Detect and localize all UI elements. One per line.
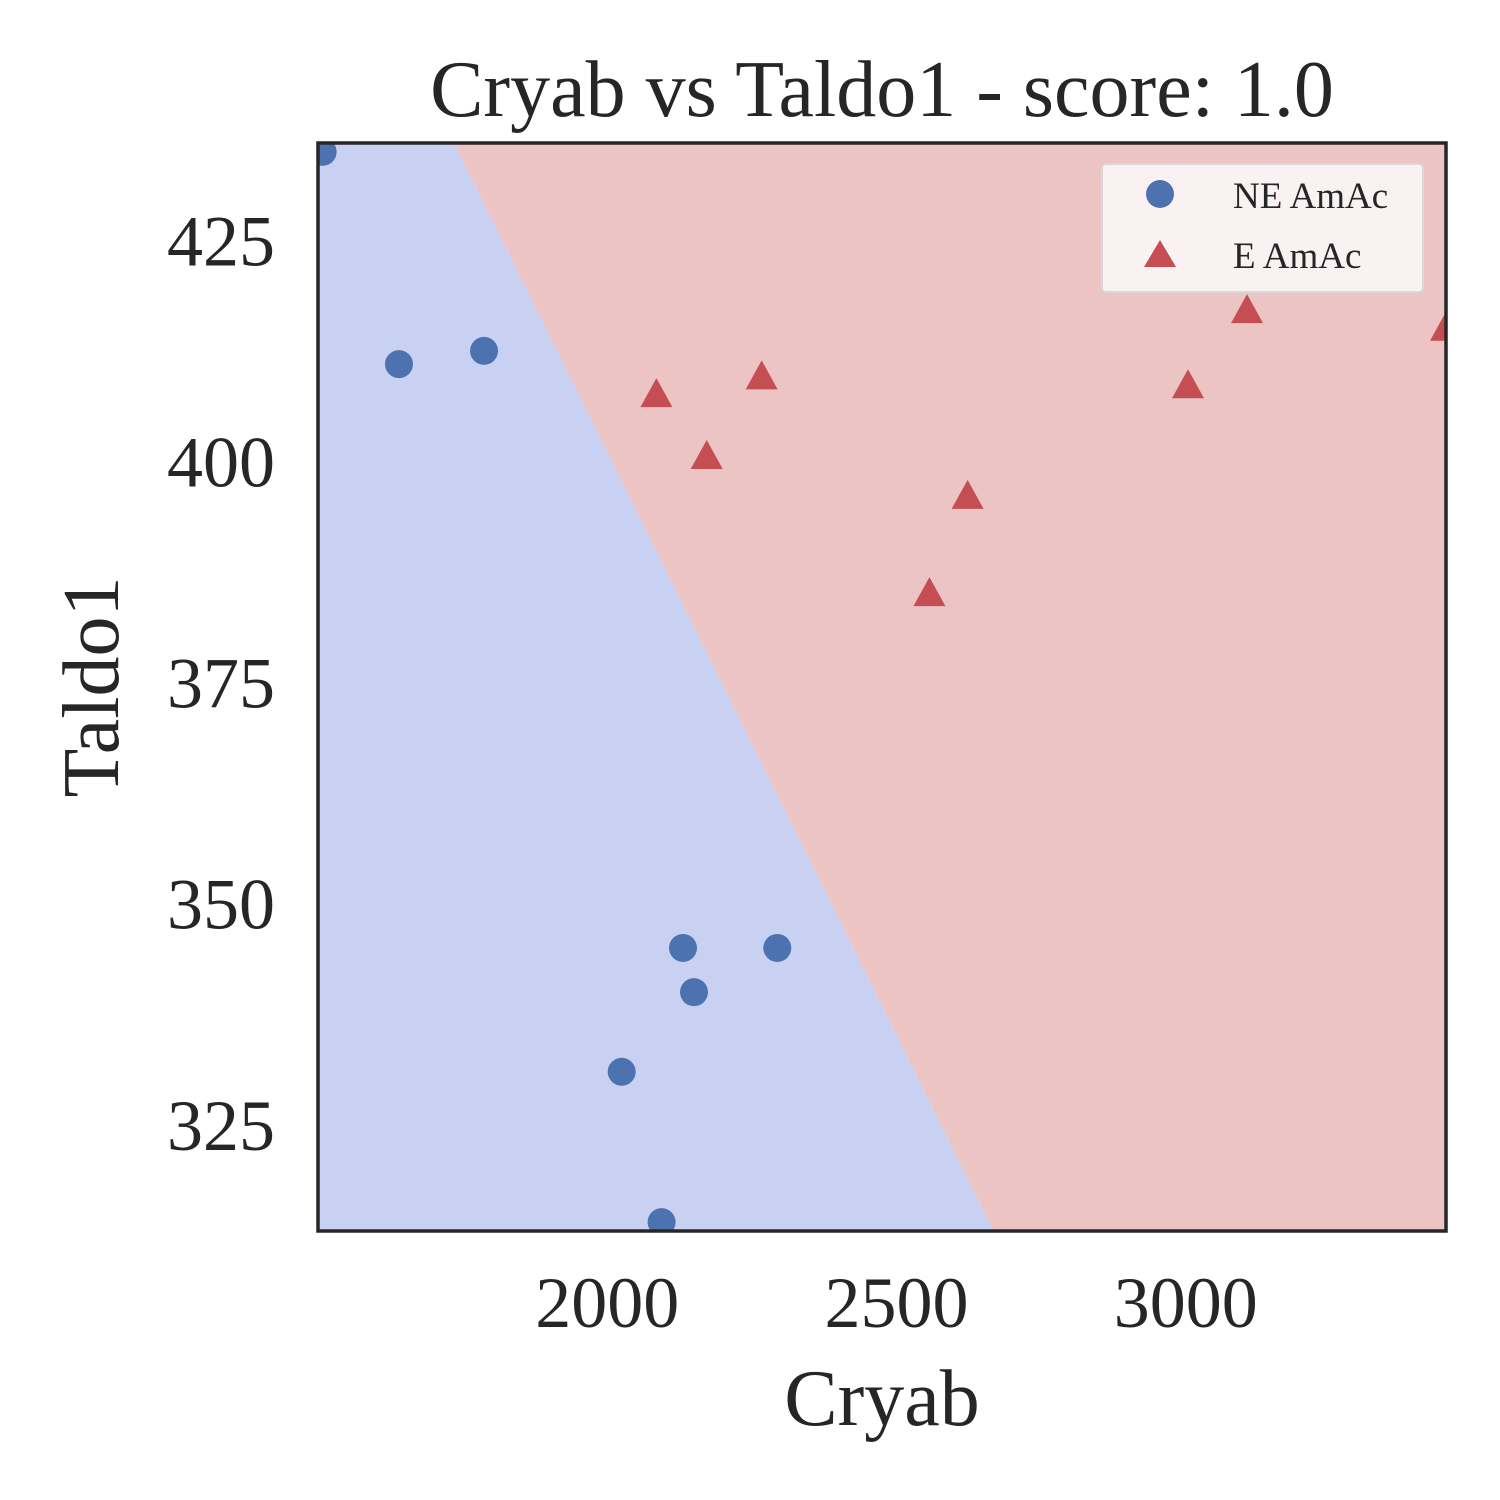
y-axis-ticks: 325 350 375 400 425 xyxy=(167,201,275,1166)
decision-regions xyxy=(318,143,1446,1231)
y-axis-label: Taldo1 xyxy=(48,576,136,797)
legend: NE AmAc E AmAc xyxy=(1101,163,1424,293)
point-ne-amac-6 xyxy=(680,978,708,1007)
point-ne-amac-0 xyxy=(318,143,337,166)
region-ne-amac xyxy=(318,143,994,1231)
point-ne-amac-2 xyxy=(470,336,499,365)
chart-title: Cryab vs Taldo1 - score: 1.0 xyxy=(430,46,1334,134)
point-ne-amac-3 xyxy=(607,1057,636,1086)
plot-frame xyxy=(316,141,1448,1233)
y-tick-label: 325 xyxy=(167,1086,275,1166)
legend-marker-ne-amac xyxy=(1146,180,1174,208)
y-tick-label: 350 xyxy=(167,865,275,945)
point-e-amac-7 xyxy=(1430,311,1446,341)
point-ne-amac-7 xyxy=(763,933,792,962)
legend-label-ne-amac: NE AmAc xyxy=(1233,176,1388,217)
point-e-amac-2 xyxy=(745,360,778,390)
scatter-points xyxy=(318,143,1446,1231)
legend-label-e-amac: E AmAc xyxy=(1233,236,1361,277)
x-tick-label: 2000 xyxy=(535,1263,679,1343)
point-e-amac-4 xyxy=(951,479,984,509)
point-ne-amac-1 xyxy=(384,350,413,379)
point-e-amac-6 xyxy=(1231,294,1264,324)
y-tick-label: 375 xyxy=(167,644,275,724)
legend-box xyxy=(1101,163,1424,293)
x-tick-label: 3000 xyxy=(1114,1263,1258,1343)
point-e-amac-3 xyxy=(913,577,946,607)
point-ne-amac-5 xyxy=(669,933,698,962)
point-e-amac-5 xyxy=(1172,369,1205,399)
point-e-amac-1 xyxy=(690,440,723,470)
point-ne-amac-4 xyxy=(647,1208,676,1231)
x-axis-label: Cryab xyxy=(784,1355,980,1443)
y-tick-label: 400 xyxy=(167,422,275,502)
region-e-amac xyxy=(453,143,1446,1231)
x-tick-label: 2500 xyxy=(824,1263,968,1343)
x-axis-ticks: 2000 2500 3000 xyxy=(535,1263,1257,1343)
legend-marker-e-amac xyxy=(1144,240,1176,267)
point-e-amac-0 xyxy=(640,378,673,408)
y-tick-label: 425 xyxy=(167,201,275,281)
